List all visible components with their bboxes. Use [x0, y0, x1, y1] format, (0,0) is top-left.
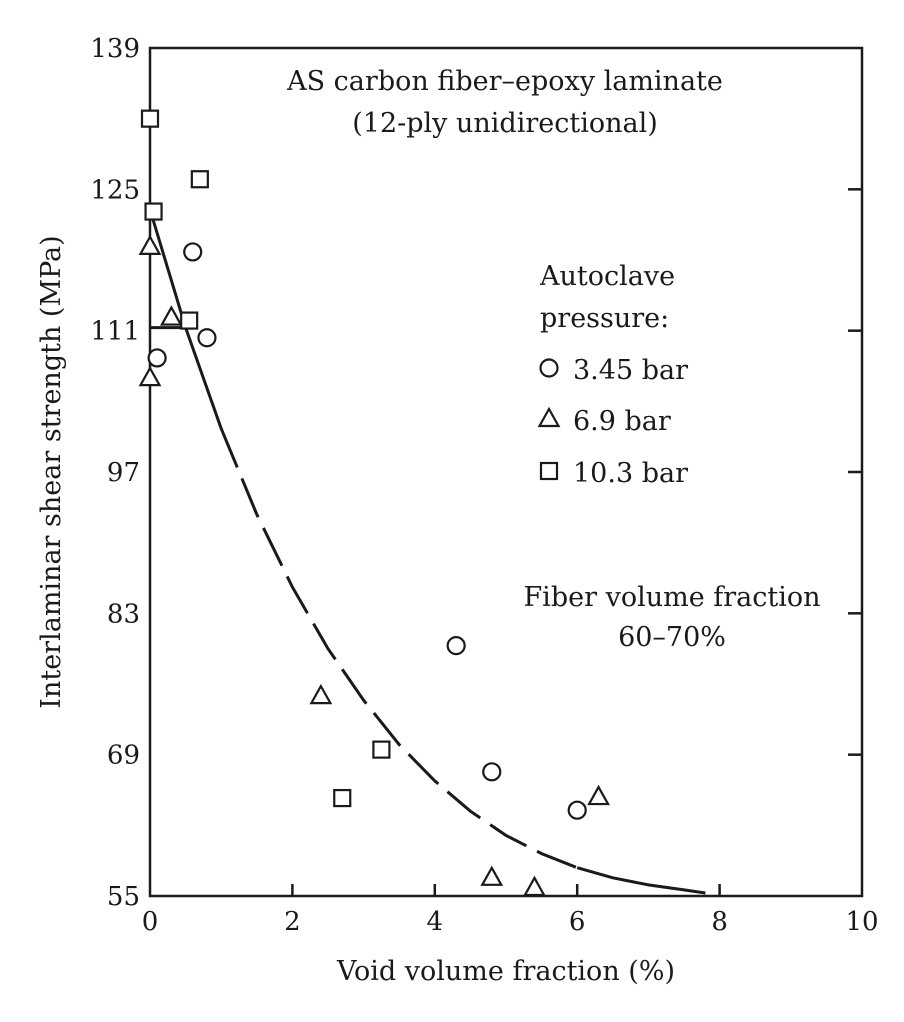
curve-dashed-middle [219, 428, 578, 870]
y-tick-label: 111 [90, 317, 140, 347]
y-tick-label: 83 [107, 599, 140, 629]
data-point-square [333, 788, 352, 808]
legend-label: 3.45 bar [573, 355, 688, 386]
data-point-circle [197, 328, 217, 348]
legend-label: 10.3 bar [573, 458, 688, 489]
y-tick-label: 55 [107, 882, 140, 912]
legend-marker-circle [539, 358, 559, 378]
data-point-triangle [480, 865, 504, 886]
fiber-annotation-line1: Fiber volume fraction [523, 582, 820, 613]
data-point-circle [482, 762, 502, 782]
chart-annotation-line2: (12-ply unidirectional) [352, 108, 658, 139]
x-tick-label: 6 [569, 907, 586, 937]
data-point-triangle [523, 875, 546, 897]
legend: Autoclave pressure: 3.45 bar 6.9 bar 10.3 … [537, 261, 688, 489]
fiber-annotation-line2: 60–70% [618, 622, 726, 653]
data-point-triangle [138, 365, 162, 387]
y-axis: 55 69 83 97 111 125 139 [90, 34, 862, 912]
trend-curve [148, 209, 706, 895]
x-tick-label: 10 [845, 907, 878, 937]
x-tick-label: 8 [711, 907, 728, 937]
data-markers [138, 109, 610, 897]
curve-solid-tail [576, 866, 706, 895]
legend-marker-square [539, 461, 559, 481]
x-axis: 0 2 4 6 8 10 [142, 884, 879, 937]
y-tick-label: 69 [107, 741, 140, 771]
y-tick-label: 125 [90, 175, 140, 205]
legend-marker-triangle [537, 406, 561, 428]
chart-annotation-line1: AS carbon fiber–epoxy laminate [286, 66, 723, 97]
x-tick-label: 4 [427, 907, 444, 937]
data-point-square [372, 740, 391, 759]
data-point-circle [183, 242, 203, 262]
data-point-triangle [138, 234, 162, 255]
plot-frame [148, 46, 864, 898]
data-point-square [190, 170, 209, 189]
data-point-circle [567, 800, 587, 820]
legend-title-line1: Autoclave [539, 261, 675, 292]
y-tick-label: 139 [90, 34, 140, 64]
x-axis-title: Void volume fraction (%) [336, 956, 675, 987]
data-point-circle [147, 348, 167, 368]
legend-label: 6.9 bar [573, 406, 671, 437]
y-axis-title: Interlaminar shear strength (MPa) [36, 235, 67, 708]
data-point-square [140, 109, 160, 128]
y-tick-label: 97 [107, 458, 140, 488]
data-point-square [180, 311, 199, 330]
data-point-triangle [309, 683, 333, 705]
data-point-circle [446, 636, 466, 656]
data-point-square [144, 202, 163, 221]
x-tick-label: 2 [284, 907, 301, 937]
data-point-triangle [587, 784, 610, 806]
x-tick-label: 0 [142, 907, 159, 937]
legend-title-line2: pressure: [540, 303, 669, 334]
data-point-triangle [159, 305, 183, 326]
